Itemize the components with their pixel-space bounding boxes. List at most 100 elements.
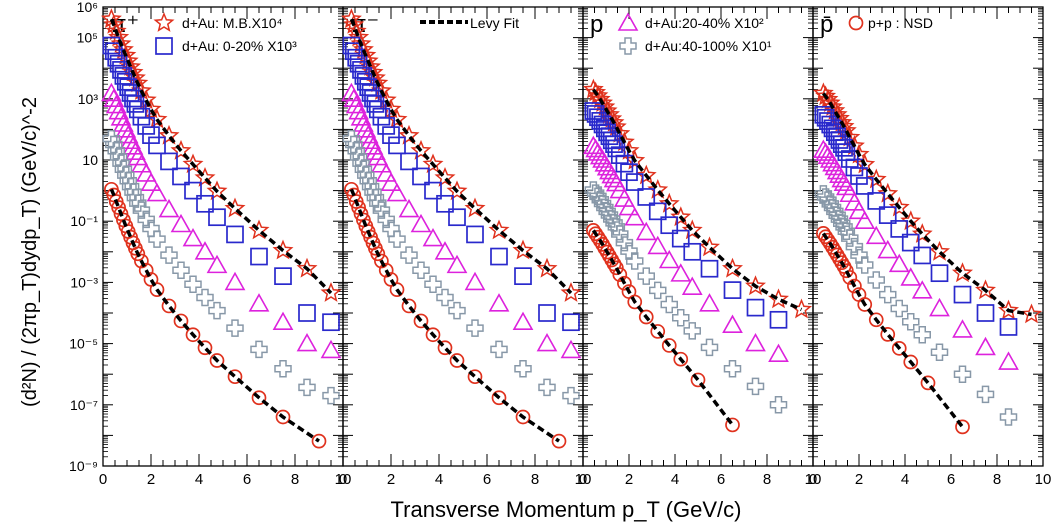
point-mb [975,279,996,300]
point-c40100 [867,271,885,289]
point-c0020 [625,173,644,191]
point-c0020 [366,95,385,113]
point-c0020 [226,225,244,244]
point-pp [725,417,740,433]
point-c2040 [350,107,372,126]
point-c0020 [901,233,920,252]
point-c0020 [142,126,160,144]
x-tick-label: 0 [809,471,817,488]
point-mb [582,78,604,99]
point-c2040 [375,163,397,182]
point-mb [647,179,669,199]
legend-symbol [617,12,639,31]
point-c0020 [172,167,190,186]
point-mb [398,124,420,145]
point-c40100 [700,338,719,357]
point-mb [888,196,910,217]
x-tick-label: 10 [575,471,592,488]
point-mb [658,192,680,213]
panel-label: p [590,11,603,38]
point-c0020 [377,117,396,135]
point-c2040 [345,94,367,114]
x-tick-label: 0 [99,471,107,488]
point-mb [998,299,1019,320]
point-c0020 [126,95,145,113]
point-mb [140,98,162,119]
point-c0020 [930,264,949,283]
x-tick-label: 10 [1035,471,1051,488]
point-c2040 [182,227,204,247]
point-c2040 [854,210,876,229]
point-c0020 [388,136,406,155]
point-c40100 [226,319,244,337]
point-c0020 [109,54,128,73]
point-c0020 [835,138,853,157]
point-c2040 [865,225,887,245]
point-c40100 [342,129,361,148]
series-c0020 [102,36,340,332]
point-mb [488,219,510,240]
point-c2040 [170,213,192,233]
point-c2040 [371,154,392,173]
x-tick-label: 2 [387,471,395,488]
point-c0020 [913,246,932,265]
series-pp [344,181,567,449]
point-mb [410,139,432,160]
point-mb [386,108,408,129]
point-c40100 [615,233,634,252]
series-c40100 [814,185,1018,426]
point-mb [768,288,789,309]
panel-4: 0 2 4 6 8 10 p̄ [809,6,1051,488]
legend-cross-icon [619,37,637,55]
point-c40100 [890,299,908,318]
point-c0020 [132,107,151,126]
point-c2040 [224,271,246,291]
point-c40100 [600,206,619,224]
point-mb [928,240,951,261]
point-pp [638,309,654,325]
point-c0020 [298,304,316,322]
point-c40100 [345,135,363,154]
series-c40100 [584,181,788,414]
series-pp [104,181,327,449]
x-tick-label: 8 [531,471,539,488]
point-pp [842,270,858,285]
point-c40100 [184,275,202,294]
point-pp [597,240,613,256]
point-c2040 [380,172,402,191]
series-pp [815,226,970,435]
point-c40100 [814,185,833,203]
point-c40100 [953,365,972,383]
point-mb [635,164,657,185]
point-mb [699,236,720,257]
point-pp [275,409,291,425]
legend-entry-c0020: d+Au: 0-20% X10³ [155,37,297,55]
point-c40100 [913,325,931,344]
point-mb [146,108,168,129]
point-c40100 [930,343,949,362]
point-mb [722,257,743,278]
point-c2040 [272,311,294,331]
point-c40100 [845,237,864,256]
point-c2040 [722,314,743,333]
point-c40100 [347,142,365,160]
y-tick-label: 10 [82,152,98,168]
point-mb [446,180,468,201]
x-tick-label: 4 [195,471,203,488]
point-mb [464,197,486,218]
point-c2040 [194,241,216,260]
point-c0020 [769,310,788,329]
y-axis-title: (d²N) / (2πp_T)dydp_T) (GeV/c)^-2 [19,97,41,407]
point-c40100 [620,242,638,260]
point-pp [673,351,689,367]
point-c40100 [105,135,123,154]
legend-entry-mb: d+Au: M.B.X10⁴ [153,12,283,32]
point-pp [847,278,862,294]
point-c2040 [488,293,510,312]
point-c0020 [352,61,370,79]
point-c0020 [137,117,156,135]
point-c0020 [637,188,656,206]
point-pp [378,262,394,278]
y-tick-label: 10⁻¹ [70,213,98,229]
